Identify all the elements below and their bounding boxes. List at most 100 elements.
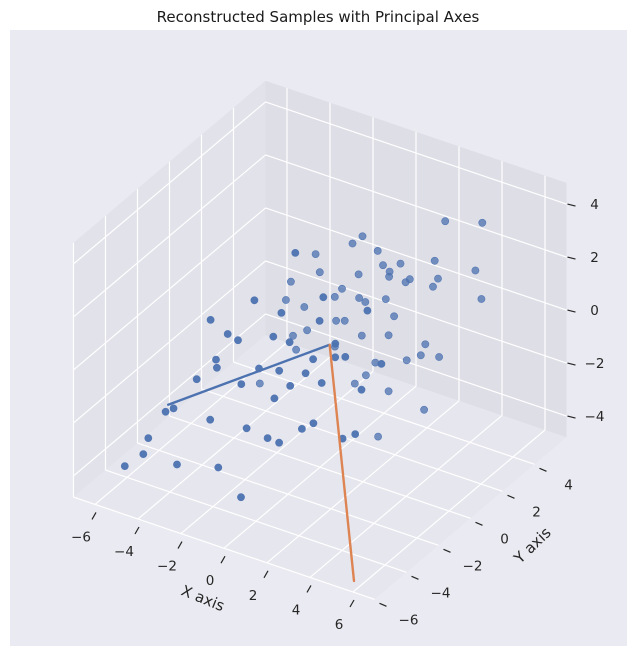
scatter-point <box>237 493 245 502</box>
scatter-point <box>331 353 340 362</box>
scatter-point <box>421 340 430 349</box>
scatter-point <box>348 239 357 248</box>
scatter-points <box>120 217 487 502</box>
grid-line <box>169 415 471 519</box>
scatter-point <box>285 338 294 347</box>
z-tick-label: 4 <box>590 197 599 213</box>
principal-axis-2-line <box>328 343 356 583</box>
scatter-point <box>301 369 310 378</box>
scatter-point <box>373 246 382 255</box>
y-tick-label: 0 <box>500 531 509 547</box>
scatter-point <box>420 405 428 414</box>
z-tick-mark <box>567 309 576 313</box>
scatter-point <box>270 394 279 403</box>
scatter-point <box>289 331 297 340</box>
scatter-point <box>429 282 437 291</box>
principal-axis-1-line <box>166 343 331 406</box>
scatter-point <box>384 331 393 340</box>
x-tick-mark <box>134 526 140 535</box>
z-tick-label: 0 <box>590 303 599 319</box>
x-tick-label: 0 <box>206 573 215 589</box>
grid-line <box>73 101 266 265</box>
scatter-point <box>315 316 324 325</box>
grid-line <box>265 101 567 205</box>
scatter-point <box>332 316 340 325</box>
chart-title: Reconstructed Samples with Principal Axe… <box>157 8 480 26</box>
scatter-point <box>161 407 170 416</box>
y-tick-mark <box>507 494 515 499</box>
scatter-point <box>416 351 425 360</box>
y-tick-mark <box>539 467 547 472</box>
scatter-point <box>434 274 442 283</box>
y-tick-label: 2 <box>532 504 541 520</box>
scatter-point <box>371 358 380 367</box>
grid-line <box>137 442 439 546</box>
x-tick-mark <box>306 585 312 593</box>
grid-line <box>201 388 503 492</box>
scatter-point <box>214 463 223 472</box>
scatter-point <box>330 342 339 351</box>
scatter-point <box>363 306 372 315</box>
grid-line <box>233 361 535 465</box>
scatter-point <box>286 381 295 390</box>
scatter-point <box>192 375 201 384</box>
scatter-point <box>381 295 390 303</box>
scatter-point <box>286 277 295 286</box>
scatter-point <box>350 379 359 388</box>
x-tick-label: −6 <box>71 529 91 545</box>
grid-line <box>265 260 567 364</box>
z-tick-mark <box>567 362 576 366</box>
scatter-point <box>430 256 439 265</box>
scatter-point <box>330 292 339 301</box>
grid-line <box>73 154 266 318</box>
grid-lines <box>72 88 567 600</box>
y-tick-label: −4 <box>431 585 451 601</box>
tick-marks: −6 −4 −2 0 2 4 6 −6 −4 −2 0 2 4 −4 −2 0 2 4 <box>71 197 604 633</box>
scatter-point <box>435 353 443 361</box>
x-tick-mark <box>263 570 269 579</box>
scatter-point <box>237 380 246 388</box>
scatter-point <box>341 352 350 361</box>
scatter-point <box>269 332 278 341</box>
x-tick-label: 2 <box>249 588 258 604</box>
scatter-point <box>263 434 272 442</box>
x-tick-label: 4 <box>292 602 301 618</box>
scatter-point <box>206 315 215 324</box>
scatter-point <box>354 270 363 279</box>
scatter-point <box>169 404 178 413</box>
scatter-point <box>250 296 259 305</box>
y-tick-label: −2 <box>463 558 483 574</box>
x-tick-mark <box>91 512 97 520</box>
scatter-point <box>379 261 387 270</box>
scatter-point <box>223 330 232 338</box>
scatter-point <box>291 248 300 257</box>
scatter-point <box>275 438 283 447</box>
scatter-point <box>212 355 220 364</box>
scatter-point <box>384 387 393 396</box>
z-tick-mark <box>567 203 576 207</box>
scatter-point <box>374 432 382 441</box>
scatter-point <box>309 419 318 428</box>
grid-line <box>73 260 266 424</box>
scatter-point <box>300 303 309 311</box>
grid-line <box>265 313 567 417</box>
y-tick-mark <box>411 575 419 580</box>
scatter-point <box>255 379 264 388</box>
scatter-point <box>357 385 366 394</box>
scatter-point <box>405 275 414 284</box>
scatter-point <box>277 308 286 317</box>
scatter-point <box>303 326 311 335</box>
scatter-point <box>319 293 328 302</box>
grid-line <box>73 207 266 371</box>
y-tick-label: −6 <box>399 612 419 628</box>
scatter-point <box>338 284 346 293</box>
scatter-point <box>139 450 148 458</box>
scatter-point <box>206 415 215 424</box>
grid-line <box>105 469 407 573</box>
scatter-point <box>396 259 405 268</box>
scatter-point <box>234 336 242 345</box>
y-tick-mark <box>443 548 451 553</box>
scatter-point <box>478 218 487 227</box>
scatter-point <box>361 371 370 380</box>
y-tick-mark <box>475 521 483 526</box>
